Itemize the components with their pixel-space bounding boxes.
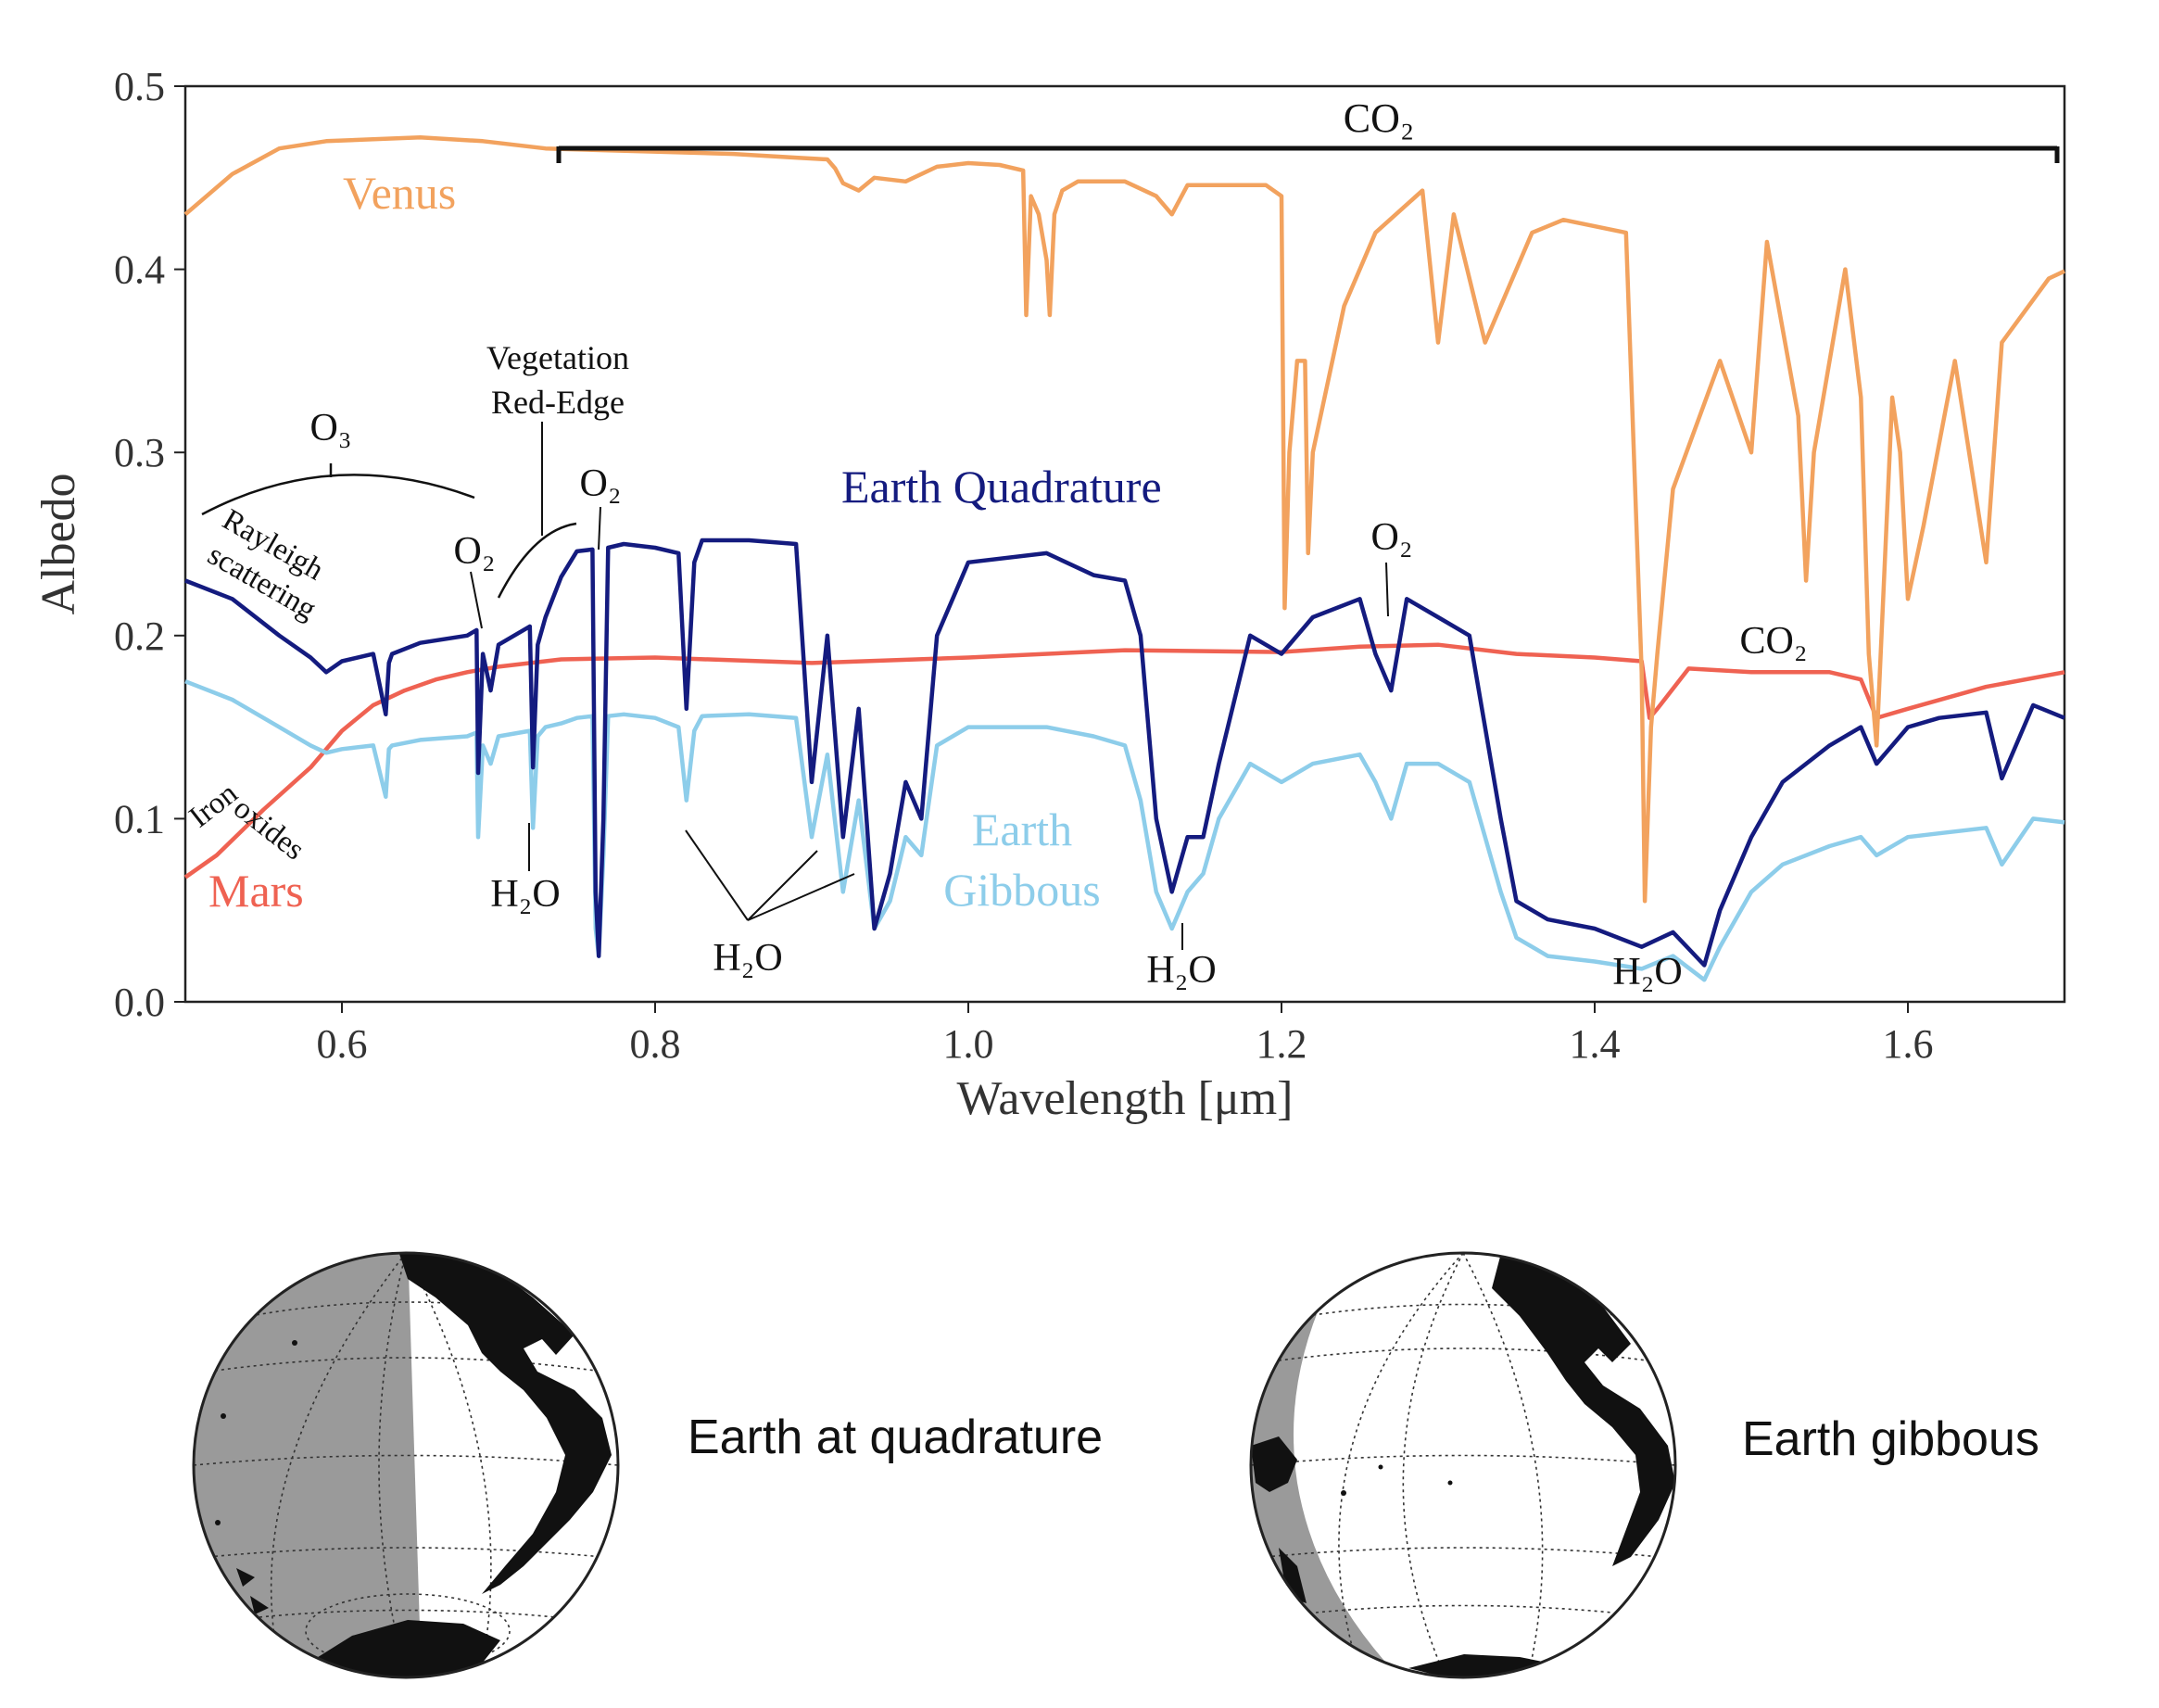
series-line-venus [183, 135, 2065, 904]
series-line-earth-quadrature [184, 538, 2065, 968]
h2o-pointers-b [685, 829, 855, 921]
gibbous-caption: Earth gibbous [1742, 1412, 2039, 1466]
plot-frame [183, 84, 2066, 1004]
o3-label: O₃ [310, 407, 352, 449]
series-line-earth-gibbous [184, 679, 2065, 982]
land-americas-quadrature [398, 1253, 612, 1594]
co2-bracket [556, 145, 2060, 163]
co2-mars-label: CO₂ [1740, 620, 1808, 663]
o2-label-b: O₂ [580, 462, 622, 505]
h2o-label-d: H₂O [1612, 951, 1682, 993]
x-tick-label: 1.6 [1883, 1021, 1934, 1067]
land-antarctica-quadrature [315, 1620, 500, 1677]
earth-quadrature-label: Earth Quadrature [841, 461, 1162, 512]
x-tick-label: 1.2 [1256, 1021, 1307, 1067]
iron-label-1: Iron [183, 777, 244, 834]
o2-pointer-b [598, 506, 601, 550]
o2-pointer-a [470, 571, 483, 629]
h2o-label-c: H₂O [1146, 949, 1216, 992]
land-newzealand-gibbous [1279, 1548, 1307, 1603]
earth-gibbous-label-2: Gibbous [943, 864, 1100, 916]
vegetation-arc [497, 522, 577, 599]
y-tick-label: 0.5 [114, 64, 165, 109]
globe-quadrature [192, 1251, 620, 1679]
venus-label: Venus [343, 167, 456, 219]
co2-top-label: CO₂ [1344, 95, 1414, 141]
y-tick-label: 0.0 [114, 980, 165, 1025]
o2-label-c: O₂ [1371, 516, 1413, 559]
y-axis-label: Albedo [32, 473, 85, 614]
series-layer [183, 135, 2065, 982]
quadrature-caption: Earth at quadrature [688, 1411, 1103, 1464]
mars-label: Mars [208, 865, 304, 917]
h2o-label-b: H₂O [713, 937, 782, 980]
series-line-mars [183, 642, 2065, 879]
axis-ticks: 0.6 0.8 1.0 1.2 1.4 1.6 0.0 0.1 0.2 0.3 0.4 0.5 [114, 64, 1934, 1067]
x-tick-label: 0.6 [317, 1021, 368, 1067]
y-tick-label: 0.1 [114, 796, 165, 841]
x-tick-label: 0.8 [630, 1021, 681, 1067]
land-australia-gibbous [1251, 1436, 1297, 1492]
o3-arc [201, 474, 475, 516]
h2o-label-a: H₂O [490, 873, 560, 916]
vegetation-label-2: Red-Edge [491, 384, 625, 421]
x-tick-label: 1.4 [1570, 1021, 1621, 1067]
o2-label-a: O₂ [454, 530, 496, 573]
x-tick-label: 1.0 [943, 1021, 994, 1067]
y-tick-label: 0.2 [114, 614, 165, 659]
y-tick-label: 0.4 [114, 247, 165, 293]
land-americas-gibbous [1492, 1253, 1675, 1566]
earth-gibbous-label-1: Earth [972, 803, 1072, 855]
y-tick-label: 0.3 [114, 430, 165, 475]
globe-gibbous [1249, 1251, 1677, 1679]
o2-pointer-c [1385, 562, 1389, 617]
vegetation-label-1: Vegetation [486, 339, 629, 376]
x-axis-label: Wavelength [μm] [956, 1072, 1293, 1125]
